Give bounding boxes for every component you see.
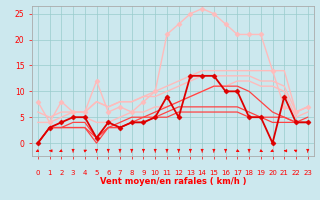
X-axis label: Vent moyen/en rafales ( km/h ): Vent moyen/en rafales ( km/h ) xyxy=(100,177,246,186)
